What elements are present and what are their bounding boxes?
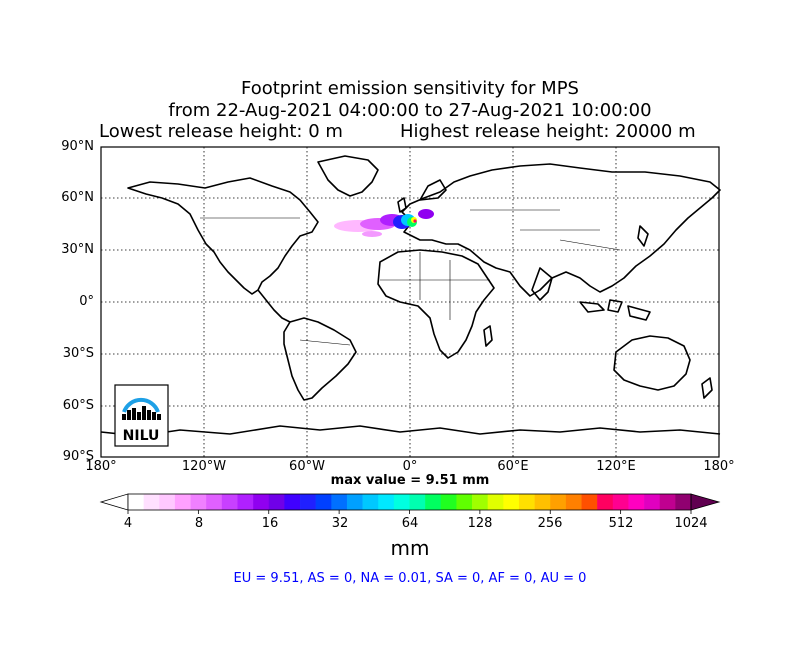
colorbar-cell (206, 494, 223, 510)
colorbar-tick: 8 (194, 516, 204, 531)
colorbar-cell (346, 494, 363, 510)
colorbar-under-arrow (99, 493, 129, 511)
colorbar-cell (300, 494, 316, 510)
colorbar-tick: 64 (401, 516, 419, 531)
colorbar-cell (456, 494, 473, 510)
colorbar-cell (284, 494, 301, 510)
coastlines (100, 155, 721, 437)
lon-label-60w: 60°W (289, 459, 325, 474)
colorbar-cell (159, 494, 176, 510)
colorbar-cell (128, 494, 144, 510)
colorbar-cell (440, 494, 457, 510)
colorbar-cell (644, 494, 661, 510)
lon-label-0: 0° (402, 459, 418, 474)
lon-label-120w: 120°W (181, 459, 227, 474)
colorbar-tick: 512 (608, 516, 634, 531)
colorbar-tick: 256 (537, 516, 563, 531)
colorbar-cell (659, 494, 676, 510)
colorbar-unit: mm (390, 536, 430, 560)
graticule (101, 147, 719, 457)
colorbar-cell (472, 494, 488, 510)
colorbar-cell (174, 494, 191, 510)
lat-label-30n: 30°N (61, 242, 94, 257)
region-summary: EU = 9.51, AS = 0, NA = 0.01, SA = 0, AF… (233, 571, 587, 586)
colorbar-over-arrow (690, 493, 721, 511)
lat-label-90n: 90°N (61, 139, 94, 154)
colorbar-cell (534, 494, 551, 510)
colorbar-cell (253, 494, 270, 510)
colorbar-cell (550, 494, 567, 510)
colorbar (99, 493, 721, 514)
nilu-logo: NILU (114, 384, 169, 447)
colorbar-tick: 16 (261, 516, 279, 531)
colorbar-cell (425, 494, 442, 510)
colorbar-cell (518, 494, 535, 510)
colorbar-cell (565, 494, 582, 510)
colorbar-cell (378, 494, 395, 510)
lat-label-equator: 0° (79, 294, 94, 309)
colorbar-cell (315, 494, 332, 510)
colorbar-cell (331, 494, 348, 510)
colorbar-tick: 1024 (674, 516, 708, 531)
colorbar-cell (409, 494, 426, 510)
country-borders (200, 209, 621, 346)
colorbar-cell (581, 494, 598, 510)
map-frame (100, 146, 720, 458)
lon-label-60e: 60°E (497, 459, 529, 474)
map-date-range: from 22-Aug-2021 04:00:00 to 27-Aug-2021… (168, 100, 652, 121)
logo-text: NILU (123, 428, 160, 444)
colorbar-cell (503, 494, 520, 510)
colorbar-tick: 4 (123, 516, 133, 531)
emission-plume (334, 209, 434, 237)
lat-label-60s: 60°S (62, 398, 94, 413)
lat-label-30s: 30°S (62, 346, 94, 361)
colorbar-tick: 128 (467, 516, 493, 531)
colorbar-cell (597, 494, 614, 510)
lon-label-120e: 120°E (596, 459, 636, 474)
lat-label-60n: 60°N (61, 190, 94, 205)
colorbar-cell (628, 494, 645, 510)
colorbar-cell (675, 494, 692, 510)
colorbar-cell (190, 494, 207, 510)
lowest-release-height: Lowest release height: 0 m (99, 121, 343, 142)
lon-label-180e: 180° (703, 459, 735, 474)
colorbar-cell (268, 494, 285, 510)
map-title: Footprint emission sensitivity for MPS (241, 78, 579, 99)
colorbar-cell (143, 494, 160, 510)
lat-label-90s: 90°S (62, 449, 94, 464)
colorbar-cell (362, 494, 379, 510)
colorbar-cell (487, 494, 504, 510)
colorbar-tick: 32 (331, 516, 349, 531)
colorbar-cell (393, 494, 410, 510)
highest-release-height: Highest release height: 20000 m (400, 121, 696, 142)
colorbar-cell (612, 494, 629, 510)
colorbar-cell (221, 494, 238, 510)
lon-label-180w: 180° (85, 459, 117, 474)
max-value-label: max value = 9.51 mm (330, 473, 490, 488)
colorbar-cell (237, 494, 254, 510)
